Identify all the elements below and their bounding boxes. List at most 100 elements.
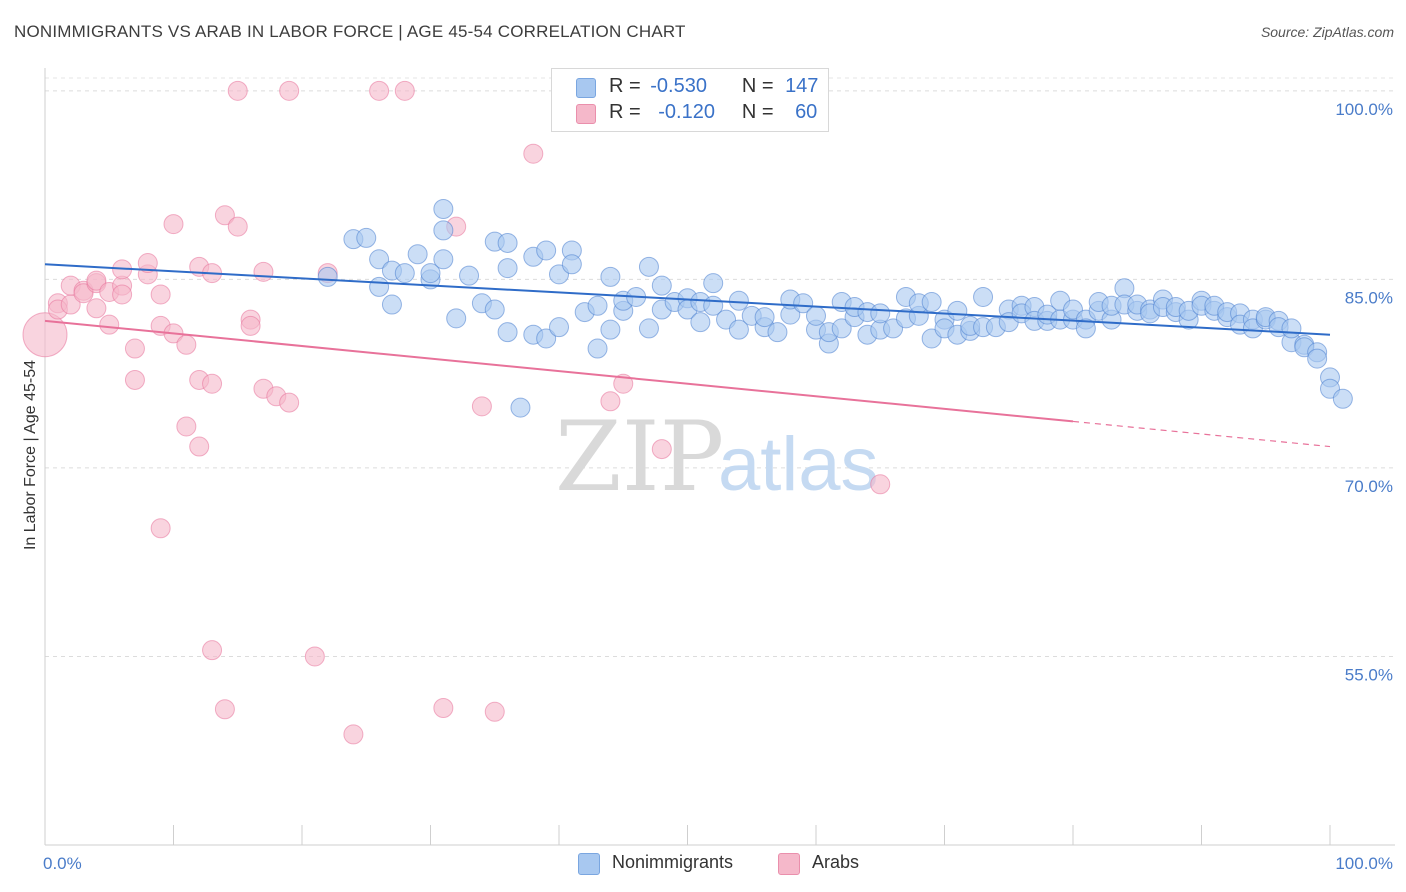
arabs-point — [124, 338, 145, 359]
nonimmigrants-point — [728, 290, 749, 311]
legend-r-value: -0.530 — [650, 75, 707, 97]
nonimmigrants-point — [484, 299, 505, 320]
arabs-point — [304, 646, 325, 667]
x-tick-label: 100.0% — [1335, 854, 1393, 873]
legend-r-value: -0.120 — [658, 101, 715, 123]
arabs-point — [600, 391, 621, 412]
nonimmigrants-point — [728, 319, 749, 340]
nonimmigrants-point — [497, 322, 518, 343]
trend-lines — [44, 263, 1331, 448]
bottom-legend-swatch-nonimmigrants — [578, 853, 600, 875]
legend-r-label: R = — [609, 75, 641, 97]
arabs-point — [22, 312, 68, 358]
arabs-trend-line — [44, 319, 1074, 423]
legend-r-label: R = — [609, 101, 641, 123]
nonimmigrants-point — [420, 263, 441, 284]
nonimmigrants-point — [369, 276, 390, 297]
nonimmigrants-point — [381, 294, 402, 315]
arabs-point — [253, 261, 274, 282]
nonimmigrants-point — [947, 300, 968, 321]
arabs-point — [279, 80, 300, 101]
arabs-point — [279, 392, 300, 413]
arabs-point — [240, 315, 261, 336]
nonimmigrants-point — [497, 258, 518, 279]
arabs-trend-extension — [1072, 420, 1331, 448]
source-credit: Source: ZipAtlas.com — [1260, 24, 1394, 40]
arabs-point — [86, 270, 107, 291]
arabs-point — [163, 214, 184, 235]
nonimmigrants-point — [433, 199, 454, 220]
nonimmigrants-point — [433, 249, 454, 270]
x-tick-label: 0.0% — [43, 854, 82, 873]
legend-swatch-arabs — [576, 104, 596, 124]
y-tick-label: 85.0% — [1345, 288, 1393, 307]
y-axis-title: In Labor Force | Age 45-54 — [22, 360, 39, 550]
nonimmigrants-point — [587, 295, 608, 316]
y-tick-label: 100.0% — [1335, 100, 1393, 119]
arabs-point — [150, 284, 171, 305]
arabs-point — [484, 701, 505, 722]
legend-n-label: N = — [741, 101, 774, 123]
nonimmigrants-points — [317, 199, 1353, 418]
nonimmigrants-point — [638, 318, 659, 339]
arabs-point — [137, 253, 158, 274]
chart-title: NONIMMIGRANTS VS ARAB IN LABOR FORCE | A… — [14, 22, 686, 41]
nonimmigrants-point — [806, 305, 826, 326]
nonimmigrants-point — [459, 265, 480, 286]
arabs-point — [214, 205, 235, 226]
grid-lines — [45, 77, 1395, 657]
arabs-point — [124, 369, 145, 390]
arabs-point — [394, 80, 415, 101]
nonimmigrants-point — [549, 317, 569, 338]
arabs-points — [22, 80, 891, 745]
nonimmigrants-point — [587, 338, 608, 359]
arabs-point — [214, 699, 235, 720]
arabs-point — [523, 143, 544, 164]
nonimmigrants-point — [651, 275, 672, 296]
nonimmigrants-point — [394, 263, 415, 284]
arabs-point — [227, 80, 248, 101]
bottom-legend-label: Nonimmigrants — [612, 852, 734, 872]
nonimmigrants-point — [767, 322, 788, 343]
nonimmigrants-point — [870, 303, 891, 324]
stats-legend: R = -0.530 N = 147 R = -0.120 N = 60 — [551, 68, 829, 132]
arabs-point — [189, 436, 210, 457]
watermark-atlas: atlas — [718, 422, 879, 507]
arabs-point — [176, 416, 197, 437]
nonimmigrants-point — [356, 227, 377, 248]
nonimmigrants-point — [1281, 318, 1302, 339]
axes — [44, 68, 1395, 846]
nonimmigrants-point — [497, 232, 518, 253]
nonimmigrants-point — [690, 312, 711, 333]
nonimmigrants-point — [1307, 348, 1328, 369]
nonimmigrants-trend-line — [44, 263, 1331, 336]
watermark-zip: ZIP — [555, 401, 724, 513]
nonimmigrants-point — [317, 266, 338, 287]
y-tick-label: 55.0% — [1345, 665, 1393, 684]
legend-n-value: 60 — [795, 101, 818, 123]
legend-n-label: N = — [741, 75, 774, 97]
arabs-point — [870, 474, 891, 495]
arabs-point — [227, 216, 248, 237]
arabs-point — [150, 518, 171, 539]
arabs-point — [433, 697, 454, 718]
bottom-legend-label: Arabs — [812, 852, 860, 872]
arabs-point — [369, 80, 390, 101]
legend-n-value: 147 — [785, 75, 819, 97]
nonimmigrants-point — [973, 286, 994, 307]
nonimmigrants-point — [1075, 318, 1096, 339]
legend-swatch-nonimmigrants — [576, 78, 596, 98]
arabs-point — [202, 640, 223, 661]
nonimmigrants-point — [831, 318, 852, 339]
tick-labels: 100.0% 85.0% 70.0% 55.0% 0.0% 100.0% — [43, 100, 1393, 873]
nonimmigrants-point — [446, 308, 467, 329]
nonimmigrants-point — [600, 266, 621, 287]
nonimmigrants-point — [433, 220, 454, 241]
watermark: ZIP atlas — [555, 401, 879, 513]
nonimmigrants-point — [407, 244, 428, 265]
nonimmigrants-point — [600, 319, 621, 340]
arabs-point — [343, 724, 364, 745]
bottom-legend-swatch-arabs — [778, 853, 800, 875]
arabs-point — [202, 373, 223, 394]
